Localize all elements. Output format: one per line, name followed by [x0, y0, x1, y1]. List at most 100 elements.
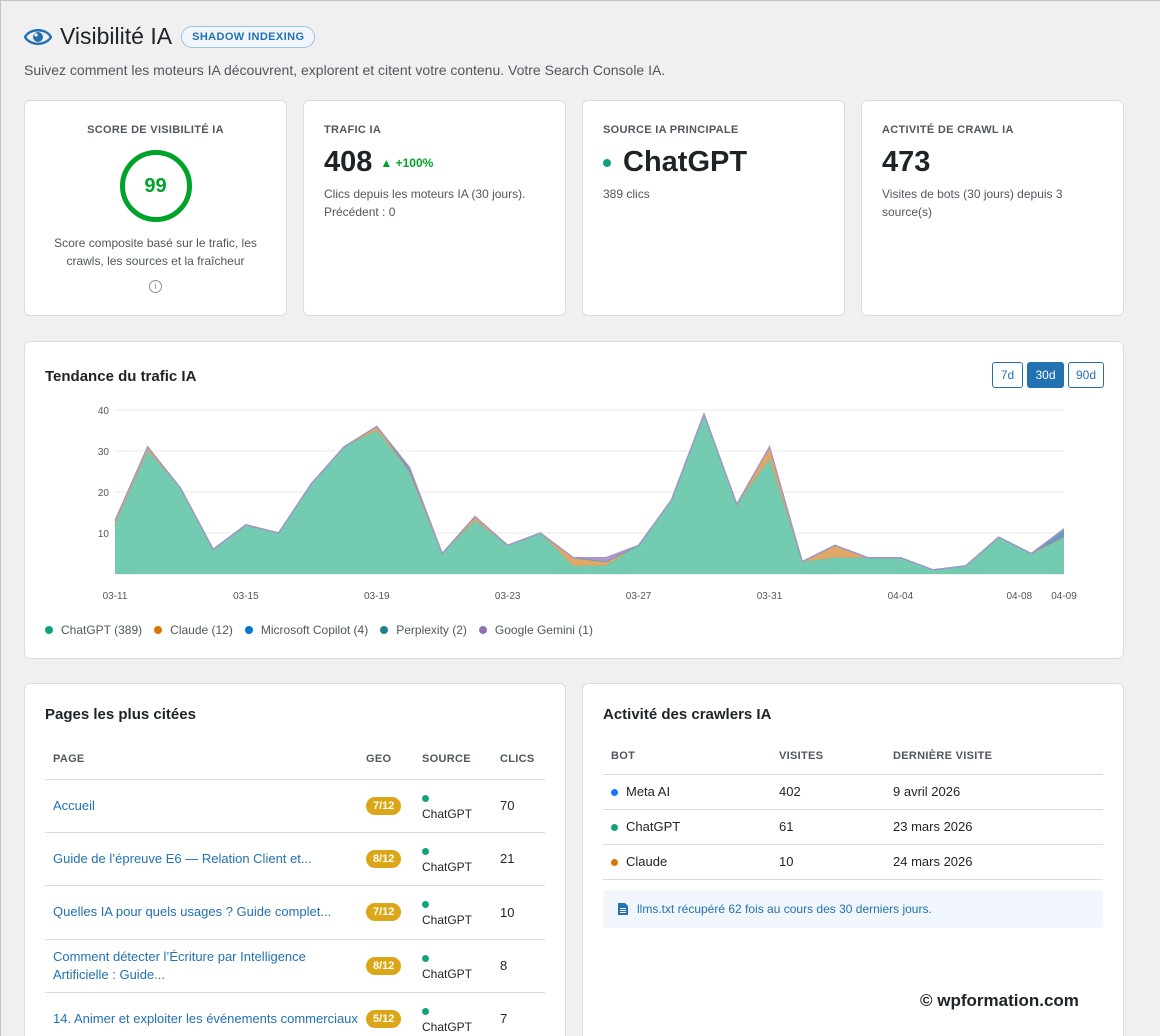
legend-dot-icon — [478, 626, 487, 634]
watermark: © wpformation.com — [920, 991, 1079, 1010]
crawl-card: ACTIVITÉ DE CRAWL IA 473 Visites de bots… — [861, 100, 1124, 316]
top-pages-title: Pages les plus citées — [45, 706, 196, 723]
page-link-line2: Artificielle : Guide... — [53, 966, 165, 982]
col-source: SOURCE — [422, 752, 471, 765]
col-last-visit: DERNIÈRE VISITE — [893, 749, 993, 762]
chatgpt-dot-icon — [422, 901, 429, 908]
clicks-value: 8 — [500, 958, 508, 973]
traffic-trend: ▲ +100% — [380, 155, 434, 170]
crawl-value: 473 — [882, 146, 931, 178]
page-link[interactable]: Guide de l’épreuve E6 — Relation Client … — [53, 850, 312, 866]
chart-legend: ChatGPT (389) Claude (12) Microsoft Copi… — [45, 623, 605, 637]
page-link[interactable]: Comment détecter l’Écriture par Intellig… — [53, 949, 306, 982]
col-clicks: CLICS — [500, 752, 535, 765]
geo-score-badge: 8/12 — [366, 956, 402, 975]
chatgpt-dot-icon — [422, 847, 429, 855]
page-link[interactable]: 14. Animer et exploiter les événements c… — [53, 1010, 358, 1026]
trend-card: Tendance du trafic IA 7d 30d 90d 10 20 30 4… — [24, 341, 1124, 659]
clicks-value: 10 — [500, 904, 515, 920]
traffic-previous: Précédent : 0 — [324, 205, 396, 219]
last-visit-value: 24 mars 2026 — [893, 854, 973, 869]
x-tick-label: 04-04 — [888, 591, 914, 602]
last-visit-value: 9 avril 2026 — [893, 784, 961, 799]
series-line-google-gemini — [114, 412, 1065, 571]
crawl-description: Visites de bots (30 jours) depuis 3 sour… — [882, 187, 1063, 219]
traffic-value: 408 — [324, 146, 373, 178]
crawlers-card: Activité des crawlers IA BOT VISITES DER… — [582, 683, 1124, 1036]
clicks-value: 7 — [500, 1011, 508, 1027]
trend-title: Tendance du trafic IA — [45, 368, 197, 385]
score-value: 99 — [144, 174, 167, 197]
range-30d-button[interactable]: 30d — [1027, 362, 1064, 388]
source-name: ChatGPT — [422, 806, 473, 821]
traffic-label: TRAFIC IA — [324, 124, 382, 136]
table-row: Claude 10 24 mars 2026 — [603, 844, 1103, 879]
chatgpt-dot-icon — [611, 824, 618, 831]
source-name: ChatGPT — [422, 966, 473, 981]
source-description: 389 clics — [603, 187, 650, 201]
legend-item-gemini[interactable]: Google Gemini (1) — [478, 623, 593, 637]
table-row: Comment détecter l’Écriture par Intellig… — [45, 939, 545, 992]
table-row: Meta AI 402 9 avril 2026 — [603, 774, 1103, 809]
legend-label: Claude (12) — [170, 623, 233, 637]
page-subtitle: Suivez comment les moteurs IA découvrent… — [24, 62, 666, 78]
range-7d-button[interactable]: 7d — [992, 362, 1023, 388]
visits-value: 10 — [779, 854, 794, 869]
legend-label: Perplexity (2) — [396, 623, 467, 637]
bot-name: ChatGPT — [626, 819, 681, 834]
trend-chart: 10 20 30 40 03-11 03-15 03-19 03-23 03-27 03-31 04… — [98, 406, 1077, 602]
x-tick-label: 03-27 — [626, 591, 652, 602]
table-row: Guide de l’épreuve E6 — Relation Client … — [45, 832, 545, 885]
legend-item-perplexity[interactable]: Perplexity (2) — [380, 623, 467, 637]
page-link[interactable]: Quelles IA pour quels usages ? Guide com… — [53, 904, 332, 919]
visits-value: 402 — [779, 784, 801, 799]
source-card: SOURCE IA PRINCIPALE ChatGPT 389 clics — [582, 100, 845, 316]
page-title: Visibilité IA — [60, 23, 173, 49]
x-tick-label: 03-19 — [364, 591, 390, 602]
range-90d-button[interactable]: 90d — [1068, 362, 1104, 388]
legend-item-copilot[interactable]: Microsoft Copilot (4) — [244, 623, 368, 637]
x-tick-label: 04-08 — [1006, 591, 1032, 602]
bot-name: Claude — [626, 854, 668, 869]
legend-dot-icon — [154, 626, 163, 634]
y-tick-label: 10 — [98, 529, 110, 540]
source-name: ChatGPT — [422, 1019, 473, 1034]
legend-item-claude[interactable]: Claude (12) — [154, 623, 233, 637]
clicks-value: 21 — [500, 851, 515, 866]
table-row: 14. Animer et exploiter les événements c… — [45, 992, 545, 1036]
eye-icon — [24, 28, 52, 45]
score-description: Score composite basé sur le trafic, les … — [54, 236, 257, 268]
crawlers-title: Activité des crawlers IA — [603, 706, 772, 723]
top-pages-card: Pages les plus citées PAGE GEO SOURCE CL… — [24, 683, 566, 1036]
document-icon — [618, 903, 628, 915]
legend-dot-icon — [45, 626, 53, 634]
series-area-chatgpt — [115, 414, 1064, 574]
y-tick-label: 20 — [98, 488, 110, 499]
source-name: ChatGPT — [422, 913, 473, 927]
traffic-description: Clics depuis les moteurs IA (30 jours). — [324, 187, 526, 201]
y-tick-label: 30 — [98, 447, 110, 458]
crawlers-table: BOT VISITES DERNIÈRE VISITE Meta AI 402 … — [603, 738, 1103, 880]
page-link[interactable]: Accueil — [53, 797, 95, 813]
x-tick-label: 03-23 — [495, 591, 521, 602]
bot-name: Meta AI — [626, 784, 671, 799]
legend-item-chatgpt[interactable]: ChatGPT (389) — [45, 623, 142, 637]
page-link-line1: Comment détecter l’Écriture par Intellig… — [53, 948, 306, 964]
legend-label: ChatGPT (389) — [61, 623, 143, 637]
chatgpt-dot-icon — [422, 954, 429, 962]
chatgpt-dot-icon — [422, 794, 429, 802]
traffic-card: TRAFIC IA 408 ▲ +100% Clics depuis les m… — [303, 100, 566, 316]
chatgpt-dot-icon — [603, 158, 611, 167]
geo-score-badge: 7/12 — [366, 903, 402, 921]
table-row: ChatGPT 61 23 mars 2026 — [603, 809, 1103, 844]
geo-score-badge: 8/12 — [366, 849, 402, 868]
page-header: Visibilité IA SHADOW INDEXING — [24, 23, 316, 50]
col-geo: GEO — [366, 752, 392, 765]
x-tick-label: 04-09 — [1051, 591, 1077, 602]
col-bot: BOT — [611, 749, 636, 762]
col-page: PAGE — [53, 752, 85, 765]
info-icon[interactable]: i — [149, 279, 162, 293]
table-row: Accueil 7/12 ChatGPT 70 — [45, 779, 545, 832]
legend-dot-icon — [244, 626, 253, 634]
top-pages-table: PAGE GEO SOURCE CLICS Accueil 7/12 ChatG… — [45, 739, 545, 1036]
